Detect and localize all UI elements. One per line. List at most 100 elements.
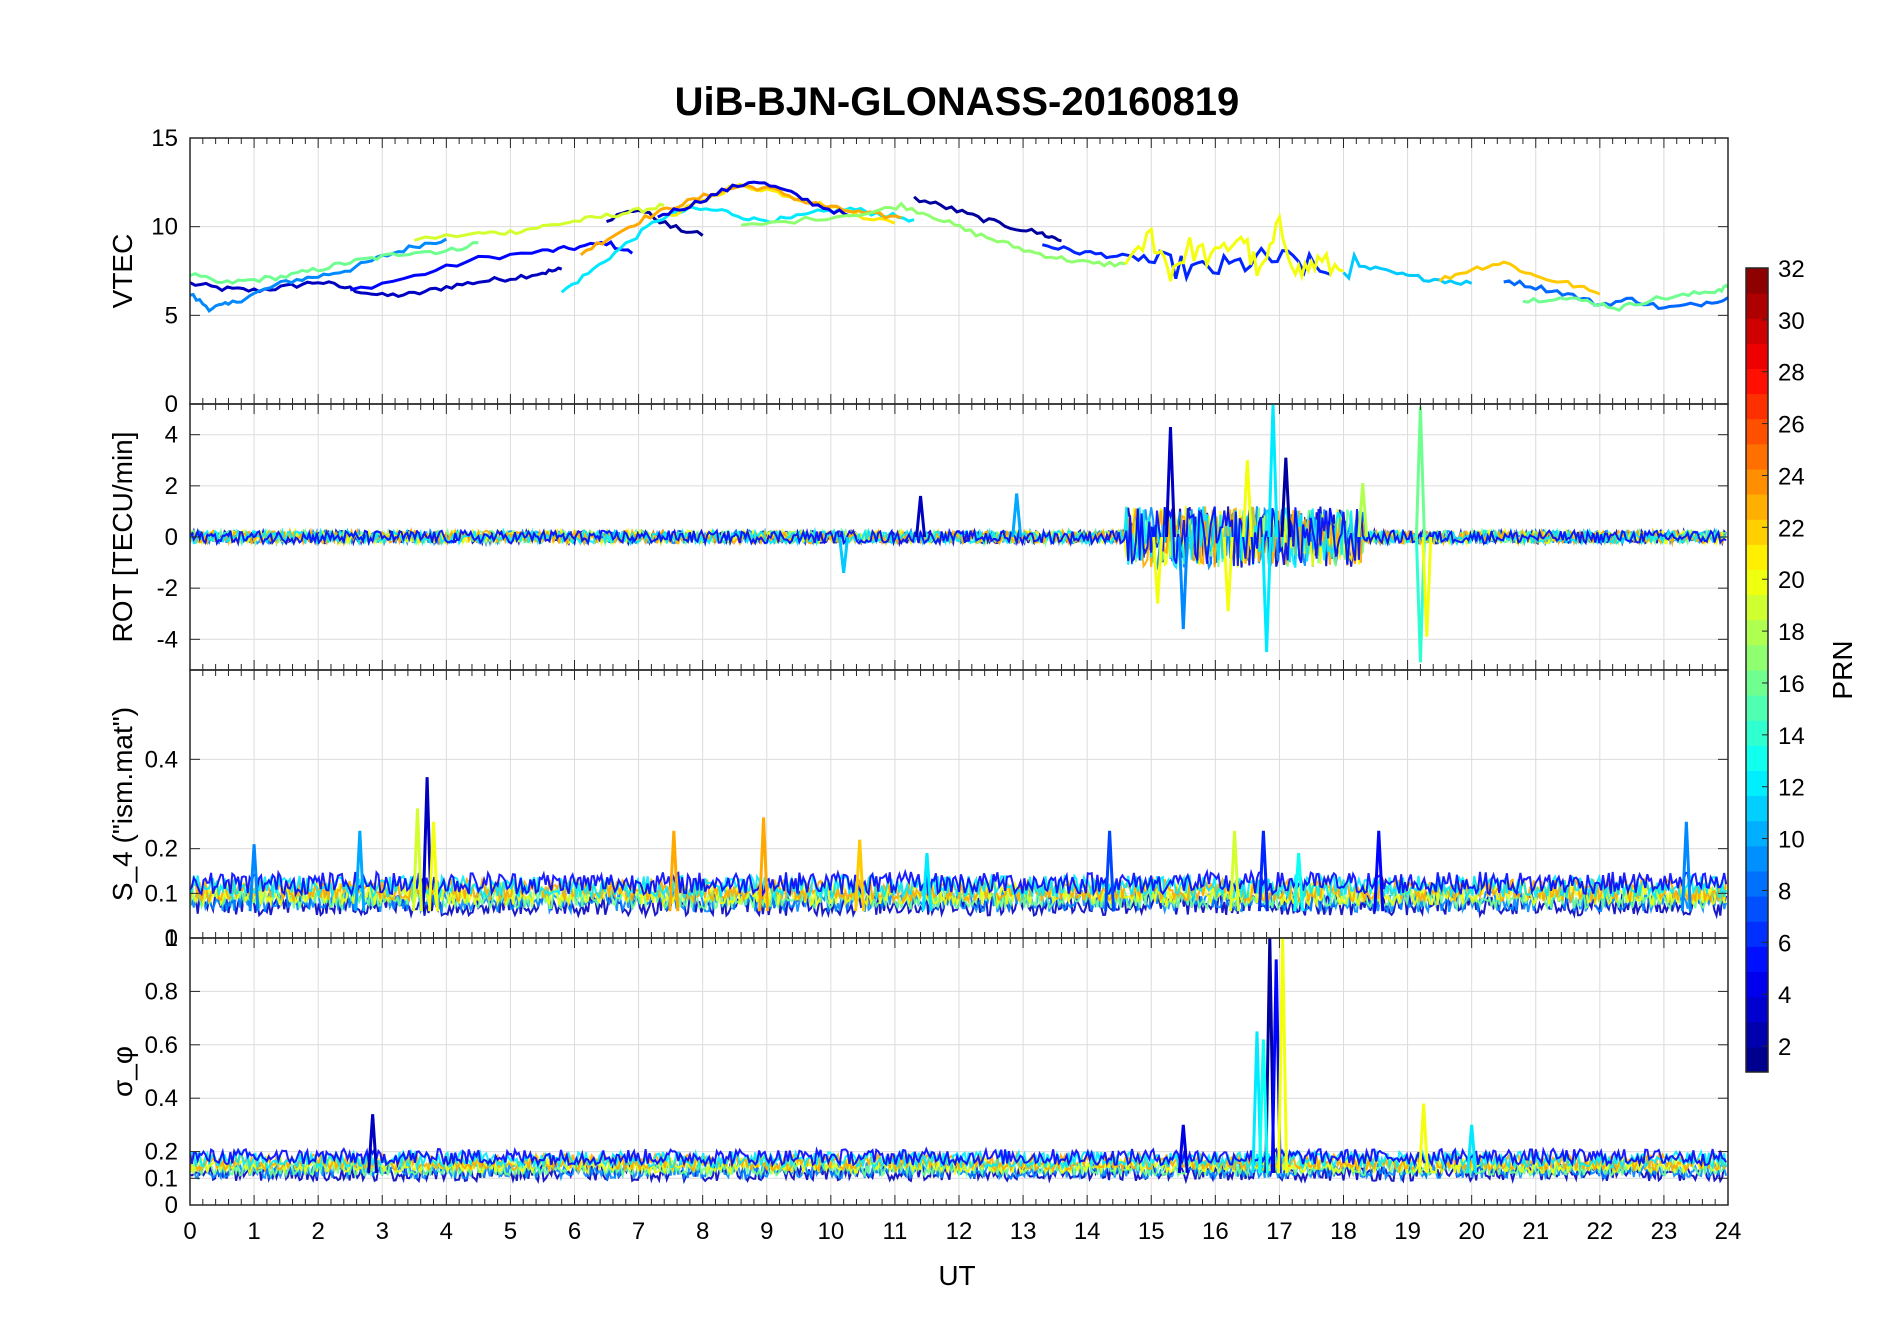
rot-peak-prn-3 (915, 495, 927, 538)
colorbar-segment (1746, 896, 1768, 922)
y-axis-label-s4: S_4 ("ism.mat") (107, 707, 138, 901)
s4-peak-prn-6 (1257, 830, 1269, 912)
x-tick-label: 3 (376, 1218, 389, 1245)
s4-peak-prn-19 (411, 808, 423, 912)
x-tick-label: 24 (1715, 1218, 1742, 1245)
colorbar-segment (1746, 594, 1768, 621)
x-tick-label: 22 (1586, 1218, 1613, 1245)
sigma_phi-peak-prn-3 (367, 1114, 379, 1174)
colorbar-tick-label: 26 (1778, 412, 1805, 439)
panel-sigma_phi: 00.10.20.40.60.81σ_φ0 1 2 3 4 5 6 7 8 9 10 11 12 13 14… (107, 925, 1741, 1245)
y-axis-label-vtec: VTEC (107, 234, 138, 309)
vtec-trace-prn-16 (1522, 283, 1728, 313)
rot-peak-prn-9 (1177, 536, 1189, 630)
s4-peak-prn-7 (1104, 830, 1116, 912)
x-tick-label: 2 (311, 1218, 324, 1245)
colorbar-tick-label: 2 (1778, 1034, 1791, 1061)
y-tick-label: 0 (165, 1192, 178, 1219)
colorbar-segment (1746, 418, 1768, 445)
colorbar-segment (1746, 1046, 1768, 1073)
x-tick-label: 19 (1394, 1218, 1421, 1245)
colorbar-segment (1746, 921, 1768, 947)
vtec-trace-prn-5 (349, 240, 634, 292)
colorbar-segment (1746, 795, 1768, 822)
vtec-trace-prn-6 (1041, 243, 1332, 283)
y-tick-label: 1 (165, 925, 178, 952)
vtec-trace-prn-17 (740, 201, 1126, 268)
colorbar-tick-label: 8 (1778, 878, 1791, 905)
s4-peak-prn-9 (1680, 821, 1692, 912)
s4-peak-prn-13 (1293, 853, 1305, 912)
vtec-trace-prn-16 (190, 241, 479, 286)
vtec-trace-prn-12 (560, 204, 915, 294)
x-tick-label: 11 (882, 1218, 907, 1245)
y-tick-label: -2 (157, 575, 178, 602)
colorbar-tick-label: 30 (1778, 308, 1805, 335)
colorbar-segment (1746, 619, 1768, 646)
sigma_phi-peak-prn-4 (1177, 1124, 1189, 1174)
y-tick-label: 4 (165, 422, 178, 449)
rot-peak-prn-20 (1222, 536, 1234, 612)
vtec-trace-prn-3 (190, 266, 563, 298)
panel-vtec: 0 5 10 15 VTEC (107, 125, 1729, 418)
vtec-trace-prn-11 (1342, 250, 1473, 286)
colorbar-segment (1746, 318, 1768, 344)
x-tick-label: 6 (568, 1218, 581, 1245)
s4-peak-prn-23 (668, 830, 680, 912)
s4-trace-prn-5 (190, 868, 1728, 898)
plot-area-vtec (190, 180, 1728, 314)
colorbar-segment (1746, 443, 1768, 470)
s4-peak-prn-10 (354, 830, 366, 912)
colorbar-segment (1746, 845, 1768, 872)
y-tick-label: 0.2 (145, 836, 178, 863)
x-tick-label: 5 (504, 1218, 517, 1245)
colorbar-segment (1746, 393, 1768, 420)
x-tick-label: 13 (1010, 1218, 1037, 1245)
colorbar-segment (1746, 996, 1768, 1023)
y-tick-label: 0.8 (145, 978, 178, 1005)
rot-peak-prn-2 (1280, 457, 1292, 538)
colorbar-label: PRN (1827, 640, 1858, 699)
colorbar-segment (1746, 519, 1768, 545)
x-axis-label: UT (938, 1260, 975, 1291)
colorbar-tick-label: 6 (1778, 930, 1791, 957)
colorbar-segment (1746, 695, 1768, 721)
panel-s4: 0 0.1 0.2 0.4 S_4 ("ism.mat") (107, 669, 1729, 952)
rot-peak-prn-20 (1241, 460, 1253, 538)
s4-peak-prn-22 (854, 839, 866, 912)
colorbar-segment (1746, 1021, 1768, 1048)
colorbar-segment (1746, 670, 1768, 696)
s4-peak-prn-3 (421, 777, 433, 912)
colorbar-tick-label: 4 (1778, 982, 1791, 1009)
vtec-trace-prn-2 (913, 195, 1062, 243)
sigma_phi-peak-prn-20 (1277, 938, 1289, 1173)
y-tick-label: 0.1 (145, 880, 178, 907)
y-tick-label: 2 (165, 473, 178, 500)
rot-peak-prn-3 (1164, 426, 1176, 538)
rot-peak-prn-16 (1414, 406, 1426, 538)
x-tick-label: 17 (1266, 1218, 1293, 1245)
y-tick-label: 10 (151, 214, 178, 241)
colorbar-segment (1746, 569, 1768, 596)
rot-peak-prn-11 (838, 536, 850, 573)
plot-area-sigma_phi (190, 938, 1728, 1185)
plot-area-s4 (190, 777, 1728, 920)
y-tick-label: 15 (151, 125, 178, 152)
y-tick-label: 0.4 (145, 746, 178, 773)
sigma_phi-peak-prn-12 (1466, 1124, 1478, 1174)
y-axis-label-sigma_phi: σ_φ (107, 1046, 138, 1097)
x-tick-label: 1 (247, 1218, 260, 1245)
x-tick-label: 15 (1138, 1218, 1165, 1245)
vtec-trace-prn-23 (579, 184, 902, 256)
colorbar-tick-label: 12 (1778, 775, 1805, 802)
s4-peak-prn-20 (428, 821, 440, 912)
rot-peak-prn-10 (1011, 493, 1023, 538)
colorbar-tick-label: 32 (1778, 256, 1805, 283)
y-tick-label: 0.6 (145, 1032, 178, 1059)
x-tick-label: 12 (946, 1218, 973, 1245)
colorbar-tick-label: 16 (1778, 671, 1805, 698)
x-tick-label: 14 (1074, 1218, 1101, 1245)
